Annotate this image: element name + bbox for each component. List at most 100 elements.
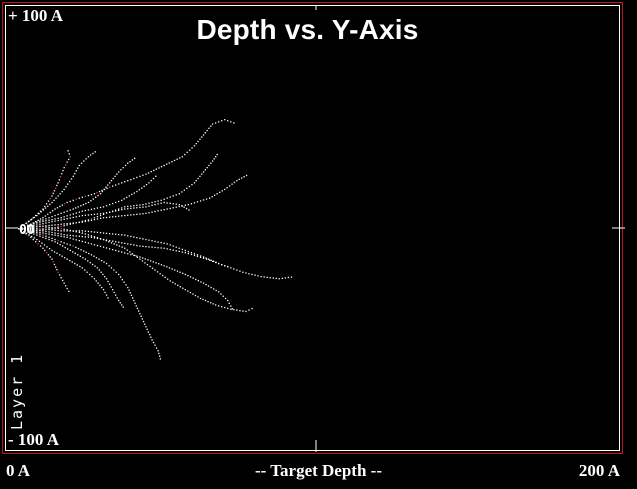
track-point <box>72 230 74 232</box>
track-point <box>33 231 35 233</box>
track-point <box>158 167 160 169</box>
track-point <box>63 223 65 225</box>
track-point <box>84 195 86 197</box>
track-point <box>53 251 56 253</box>
track-point <box>39 210 42 212</box>
track-point <box>179 157 181 159</box>
track-point <box>138 310 140 312</box>
track-point <box>45 230 47 232</box>
track-point <box>154 269 156 271</box>
track-point <box>42 236 44 238</box>
track-point <box>209 259 211 261</box>
track-point <box>218 291 220 293</box>
track-point <box>136 256 138 258</box>
track-point <box>20 229 22 231</box>
track-point <box>49 256 51 258</box>
track-point <box>141 260 144 262</box>
track-point <box>27 228 29 231</box>
track-point <box>251 307 253 310</box>
track-point <box>215 156 217 158</box>
track-point <box>30 226 32 229</box>
track-point <box>66 218 68 220</box>
track-point <box>89 273 91 276</box>
track-point <box>102 217 105 219</box>
track-point <box>99 214 102 217</box>
track-point <box>231 308 233 310</box>
track-point <box>81 232 83 234</box>
layer-label: Layer 1 <box>8 352 26 430</box>
track-point <box>102 289 105 291</box>
track-point <box>72 235 74 237</box>
track-point <box>142 174 144 176</box>
track-point <box>187 250 189 253</box>
track-point <box>184 252 186 254</box>
track-point <box>205 257 207 259</box>
track-point <box>127 205 129 208</box>
track-point <box>213 158 215 160</box>
track-point <box>210 125 212 127</box>
track-point <box>233 122 235 124</box>
track-point <box>130 205 132 207</box>
track-point <box>75 231 77 233</box>
track-point <box>248 273 250 275</box>
track-point <box>36 214 38 217</box>
track-point <box>202 171 205 173</box>
track-point <box>63 282 65 284</box>
track-point <box>144 262 146 264</box>
track-point <box>39 233 41 235</box>
track-point <box>78 211 80 213</box>
track-point <box>239 270 241 272</box>
track-point <box>102 238 105 241</box>
track-point <box>49 197 51 200</box>
track-point <box>133 207 135 209</box>
track-point <box>205 284 207 286</box>
track-point <box>87 230 90 233</box>
track-point <box>74 252 76 254</box>
track-point <box>30 230 32 233</box>
track-point <box>115 201 117 204</box>
track-point <box>142 213 144 215</box>
track-point <box>32 238 34 241</box>
track-point <box>139 256 141 258</box>
track-point <box>69 244 71 246</box>
track-point <box>152 177 155 180</box>
track-point <box>133 299 135 302</box>
track-point <box>75 235 77 237</box>
track-point <box>136 204 138 206</box>
track-point <box>74 262 76 265</box>
track-point <box>142 204 144 206</box>
track-point <box>78 235 80 237</box>
track-point <box>142 206 144 208</box>
track-point <box>124 208 126 210</box>
track-point <box>36 232 38 234</box>
track-point <box>115 209 117 211</box>
track-point <box>169 202 171 204</box>
track-point <box>49 211 51 214</box>
track-point <box>150 180 152 182</box>
track-point <box>60 235 62 237</box>
track-point <box>36 221 38 223</box>
track-point <box>152 261 154 263</box>
track-point <box>54 229 56 231</box>
track-point <box>121 242 123 244</box>
track-point <box>54 220 56 222</box>
track-point <box>48 248 51 250</box>
track-point <box>60 228 62 230</box>
track-point <box>30 224 32 226</box>
track-point <box>157 247 159 249</box>
track-point <box>123 198 125 200</box>
track-point <box>136 207 138 209</box>
track-point <box>61 255 63 257</box>
track-point <box>124 206 126 208</box>
track-point <box>148 246 150 248</box>
track-point <box>96 244 99 247</box>
track-point <box>54 241 56 243</box>
track-point <box>199 175 201 177</box>
track-point <box>84 233 86 235</box>
track-point <box>197 296 199 298</box>
track-point <box>197 280 199 282</box>
track-point <box>78 230 80 232</box>
track-point <box>24 230 26 232</box>
track-point <box>75 246 77 248</box>
track-point <box>156 271 159 273</box>
